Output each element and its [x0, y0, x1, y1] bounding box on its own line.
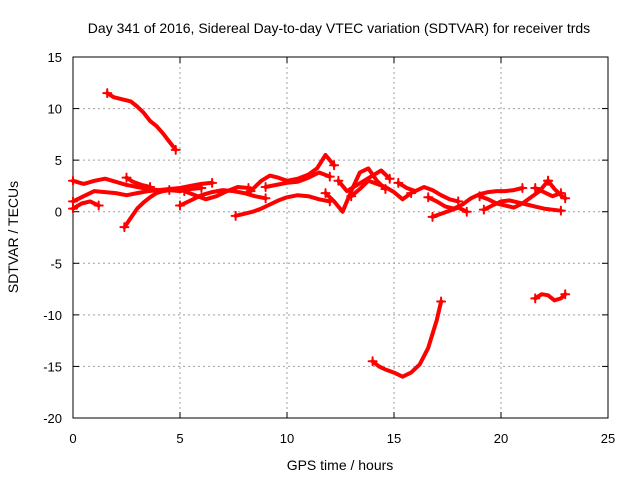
series-trace: [533, 186, 563, 199]
data-point-marker: [423, 192, 434, 203]
data-point-marker: [384, 173, 395, 184]
series-trace: [481, 198, 563, 213]
data-point-marker: [164, 185, 175, 196]
series-sat-i: [230, 193, 335, 221]
data-point-marker: [320, 188, 331, 199]
data-point-marker: [260, 193, 271, 204]
series-trace: [263, 170, 332, 189]
x-axis-ticks: 0 5 10 15 20 25: [69, 57, 615, 446]
series-sat-w: [530, 289, 571, 304]
data-point-marker: [367, 356, 378, 367]
data-point-marker: [93, 200, 104, 211]
series-trace: [533, 292, 568, 303]
data-point-marker: [68, 175, 78, 186]
data-point-marker: [121, 172, 132, 183]
series-sat-b: [68, 175, 218, 193]
data-point-marker: [170, 144, 181, 155]
x-tick-label: 0: [69, 431, 76, 446]
data-point-marker: [530, 182, 541, 193]
data-point-marker: [427, 211, 438, 222]
data-point-marker: [436, 296, 447, 307]
series-trace: [182, 185, 251, 202]
x-tick-label: 15: [387, 431, 401, 446]
data-point-marker: [543, 175, 554, 186]
data-point-marker: [474, 191, 485, 202]
data-point-marker: [230, 210, 241, 221]
series-sat-h: [179, 182, 254, 202]
grid-lines: [73, 57, 608, 418]
series-trace: [396, 180, 461, 204]
series-trace: [477, 178, 551, 210]
data-point-marker: [68, 203, 78, 214]
x-axis-label: GPS time / hours: [287, 457, 394, 473]
x-tick-label: 20: [494, 431, 508, 446]
series-trace: [105, 91, 178, 152]
series-sat-m: [333, 168, 395, 194]
data-point-marker: [245, 186, 256, 197]
series-sat-f: [121, 172, 156, 192]
data-point-marker: [260, 181, 271, 192]
series-trace: [233, 193, 332, 218]
series-trace: [248, 153, 337, 194]
y-tick-label: -5: [50, 256, 62, 271]
data-point-marker: [393, 177, 404, 188]
data-point-marker: [196, 182, 207, 193]
data-series: [68, 88, 571, 379]
data-point-marker: [517, 182, 528, 193]
series-sat-k: [260, 170, 335, 192]
series-trace: [349, 178, 414, 202]
series-sat-o: [367, 296, 447, 379]
series-trace: [370, 299, 444, 379]
series-trace: [71, 199, 101, 211]
series-sat-d: [68, 199, 104, 214]
series-sat-p: [393, 177, 464, 207]
data-point-marker: [560, 193, 571, 204]
y-tick-label: -15: [43, 359, 62, 374]
data-point-marker: [207, 177, 218, 188]
data-point-marker: [560, 289, 571, 300]
y-axis-label: SDTVAR / TECUs: [5, 181, 21, 293]
data-point-marker: [102, 88, 113, 99]
data-point-marker: [145, 181, 156, 192]
y-tick-label: 15: [48, 50, 62, 65]
chart-title: Day 341 of 2016, Sidereal Day-to-day VTE…: [88, 20, 590, 36]
y-axis-ticks: -20 -15 -10 -5 0 5 10 15: [43, 50, 608, 426]
series-trace: [546, 178, 568, 201]
data-point-marker: [333, 175, 344, 186]
series-trace: [71, 176, 215, 193]
data-point-marker: [461, 206, 472, 217]
x-tick-label: 25: [601, 431, 615, 446]
data-point-marker: [453, 196, 464, 207]
data-point-marker: [324, 171, 335, 182]
series-trace: [124, 175, 152, 189]
data-point-marker: [119, 222, 130, 233]
y-tick-label: -20: [43, 411, 62, 426]
series-sat-v: [543, 175, 571, 204]
series-trace: [336, 168, 392, 194]
y-tick-label: -10: [43, 308, 62, 323]
series-sat-j: [245, 153, 340, 197]
x-tick-label: 5: [176, 431, 183, 446]
series-trace: [122, 188, 172, 230]
data-point-marker: [179, 186, 190, 197]
data-point-marker: [478, 204, 489, 215]
series-trace: [71, 186, 204, 204]
series-sat-r: [427, 205, 472, 222]
data-point-marker: [329, 160, 340, 171]
data-point-marker: [175, 200, 185, 211]
series-sat-e: [119, 185, 175, 233]
y-tick-label: 0: [55, 205, 62, 220]
data-point-marker: [346, 191, 357, 202]
plot-frame: [72, 56, 609, 419]
series-sat-t: [478, 198, 566, 216]
data-point-marker: [555, 205, 566, 216]
series-sat-a: [102, 88, 181, 155]
x-tick-label: 10: [280, 431, 294, 446]
series-trace: [323, 166, 388, 214]
y-tick-label: 5: [55, 153, 62, 168]
y-tick-label: 10: [48, 102, 62, 117]
series-trace: [430, 205, 469, 219]
data-point-marker: [530, 293, 541, 304]
